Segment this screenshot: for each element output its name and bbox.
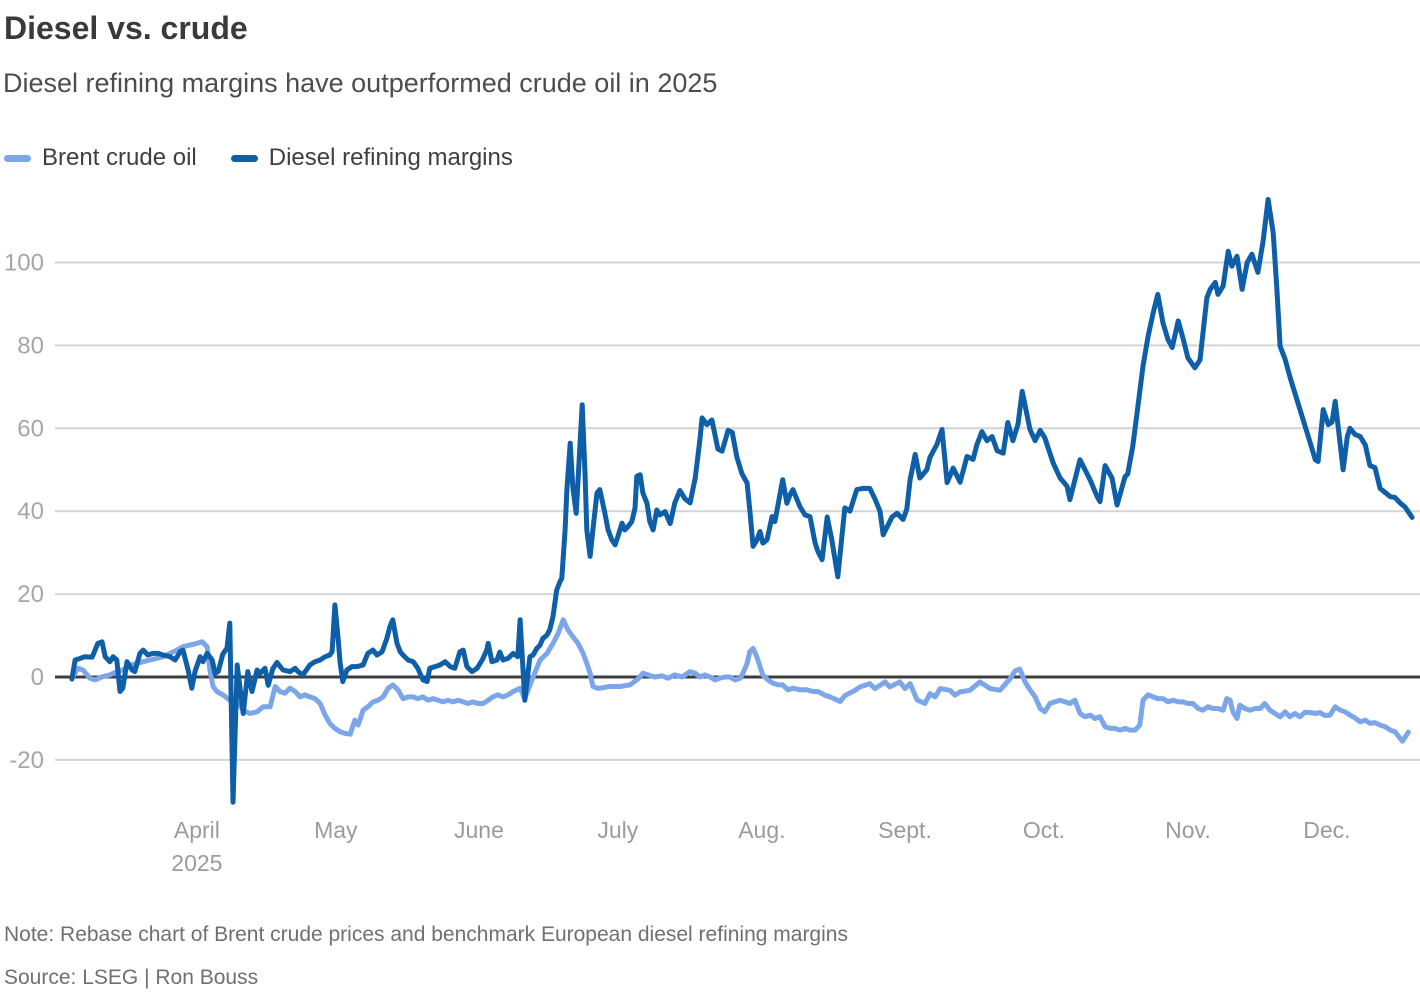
x-axis-year-label: 2025 xyxy=(171,850,222,876)
legend-item-brent: Brent crude oil xyxy=(4,144,197,172)
diesel-line xyxy=(69,197,1415,805)
brent-line xyxy=(69,617,1411,744)
chart-note: Note: Rebase chart of Brent crude prices… xyxy=(4,923,848,946)
x-tick-label: Oct. xyxy=(1023,817,1065,843)
chart-source: Source: LSEG | Ron Bouss xyxy=(4,966,259,989)
legend-label-brent: Brent crude oil xyxy=(42,144,197,171)
legend-item-diesel: Diesel refining margins xyxy=(230,144,513,172)
chart-subtitle: Diesel refining margins have outperforme… xyxy=(3,68,718,98)
brent-line-swatch-icon xyxy=(4,154,31,162)
x-tick-label: Nov. xyxy=(1165,817,1211,843)
x-tick-label: Aug. xyxy=(738,817,785,843)
chart-legend: Brent crude oil Diesel refining margins xyxy=(4,144,513,172)
page-title: Diesel vs. crude xyxy=(4,10,248,46)
y-tick-label: 0 xyxy=(31,664,44,691)
x-tick-label: June xyxy=(454,817,504,843)
y-tick-label: 60 xyxy=(17,415,44,442)
x-tick-label: April xyxy=(174,817,220,843)
y-tick-label: 20 xyxy=(17,581,44,608)
y-tick-label: 80 xyxy=(17,332,44,359)
x-tick-label: July xyxy=(597,817,638,843)
y-tick-label: -20 xyxy=(9,747,44,774)
diesel-line-swatch-icon xyxy=(230,154,258,162)
x-tick-label: May xyxy=(314,817,358,843)
x-tick-label: Sept. xyxy=(878,817,932,843)
y-tick-label: 40 xyxy=(17,498,44,525)
legend-label-diesel: Diesel refining margins xyxy=(268,144,513,171)
y-tick-label: 100 xyxy=(4,250,44,277)
x-tick-label: Dec. xyxy=(1303,817,1350,843)
